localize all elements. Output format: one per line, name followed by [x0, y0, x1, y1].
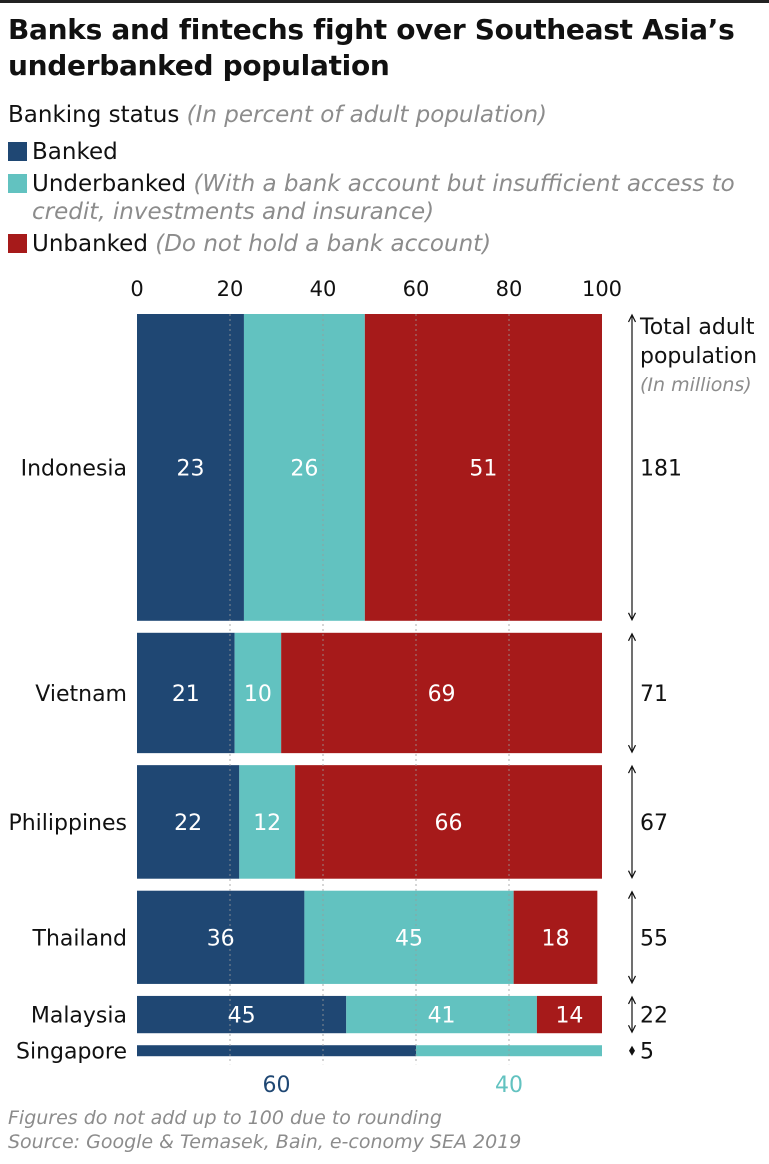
population-value-vietnam: 71: [640, 682, 668, 707]
subtitle-note: (In percent of adult population): [186, 102, 548, 128]
value-label-thailand-underbanked: 45: [395, 926, 423, 951]
bar-vietnam-underbanked: [234, 632, 282, 754]
value-label-malaysia-underbanked: 41: [428, 1004, 456, 1029]
bracket-arrow-top-philippines: [627, 764, 637, 774]
value-label-thailand-banked: 36: [207, 926, 235, 951]
category-label-indonesia: Indonesia: [21, 456, 127, 481]
x-tick-label-1: 20: [217, 277, 244, 301]
legend-swatch-unbanked: [8, 234, 27, 253]
bar-malaysia-unbanked: [536, 995, 602, 1034]
value-label-malaysia-unbanked: 14: [555, 1004, 583, 1029]
legend: Banked Underbanked (With a bank account …: [8, 138, 748, 262]
category-label-philippines: Philippines: [8, 811, 127, 836]
legend-label-banked: Banked: [32, 139, 118, 165]
x-tick-label-0: 0: [130, 277, 143, 301]
bracket-arrow-bottom-thailand: [627, 975, 637, 985]
legend-item-underbanked: Underbanked (With a bank account but ins…: [8, 170, 748, 226]
bar-philippines-underbanked: [239, 765, 296, 879]
bracket-arrow-top-malaysia: [627, 995, 637, 1005]
right-header-note: (In millions): [640, 374, 752, 396]
bar-indonesia-banked: [137, 314, 244, 621]
x-tick-label-3: 60: [403, 277, 430, 301]
top-rule: [0, 0, 769, 3]
value-label-philippines-banked: 22: [174, 811, 202, 836]
bar-vietnam-unbanked: [281, 632, 602, 754]
value-label-philippines-unbanked: 66: [435, 811, 463, 836]
value-label-vietnam-banked: 21: [172, 682, 200, 707]
legend-note-unbanked: (Do not hold a bank account): [155, 231, 492, 257]
bracket-arrow-bottom-malaysia: [627, 1024, 637, 1034]
value-label-indonesia-unbanked: 51: [469, 456, 497, 481]
value-label-thailand-unbanked: 18: [542, 926, 570, 951]
legend-note-underbanked: (With a bank account but insufficient ac…: [32, 171, 735, 225]
value-label-malaysia-banked: 45: [228, 1004, 256, 1029]
bar-malaysia-underbanked: [346, 995, 537, 1034]
category-label-thailand: Thailand: [32, 926, 127, 951]
legend-item-unbanked: Unbanked (Do not hold a bank account): [8, 230, 748, 258]
population-marker-singapore: [629, 1045, 635, 1056]
legend-label-underbanked: Underbanked: [32, 171, 187, 197]
x-tick-label-5: 100: [582, 277, 622, 301]
bar-philippines-banked: [137, 765, 240, 879]
bar-malaysia-banked: [137, 995, 347, 1034]
legend-swatch-banked: [8, 142, 27, 161]
value-label-indonesia-banked: 23: [176, 456, 204, 481]
population-value-philippines: 67: [640, 811, 668, 836]
value-label-philippines-underbanked: 12: [253, 811, 281, 836]
bar-thailand-unbanked: [513, 890, 598, 984]
category-label-vietnam: Vietnam: [35, 682, 127, 707]
chart-subtitle: Banking status (In percent of adult popu…: [8, 100, 547, 130]
subtitle-text: Banking status: [8, 102, 180, 128]
value-label-vietnam-unbanked: 69: [428, 682, 456, 707]
legend-label-unbanked: Unbanked: [32, 231, 148, 257]
bracket-arrow-bottom-vietnam: [627, 744, 637, 754]
footnote-source: Source: Google & Temasek, Bain, e-conomy…: [8, 1131, 522, 1153]
bar-indonesia-unbanked: [364, 314, 602, 621]
bar-philippines-unbanked: [295, 765, 602, 879]
bar-thailand-underbanked: [304, 890, 514, 984]
legend-item-banked: Banked: [8, 138, 748, 166]
bar-thailand-banked: [137, 890, 305, 984]
bracket-arrow-top-indonesia: [627, 313, 637, 323]
right-header-line1: Total adult: [639, 315, 755, 340]
population-value-indonesia: 181: [640, 456, 682, 481]
bar-vietnam-banked: [137, 632, 235, 754]
bracket-arrow-top-vietnam: [627, 632, 637, 642]
value-label-singapore-banked: 60: [263, 1073, 291, 1098]
chart-title: Banks and fintechs fight over Southeast …: [8, 13, 735, 82]
right-header-line2: population: [640, 344, 757, 369]
population-value-thailand: 55: [640, 926, 668, 951]
footnotes: Figures do not add up to 100 due to roun…: [8, 1106, 521, 1154]
category-label-malaysia: Malaysia: [31, 1004, 127, 1029]
footnote-rounding: Figures do not add up to 100 due to roun…: [8, 1107, 442, 1129]
bar-indonesia-underbanked: [243, 314, 365, 621]
bracket-arrow-bottom-indonesia: [627, 612, 637, 622]
value-label-singapore-underbanked: 40: [495, 1073, 523, 1098]
x-tick-label-2: 40: [310, 277, 337, 301]
population-value-singapore: 5: [640, 1040, 654, 1065]
bar-singapore-banked: [137, 1045, 416, 1057]
population-value-malaysia: 22: [640, 1004, 668, 1029]
bracket-arrow-bottom-philippines: [627, 870, 637, 880]
value-label-vietnam-underbanked: 10: [244, 682, 272, 707]
x-tick-label-4: 80: [496, 277, 523, 301]
legend-swatch-underbanked: [8, 174, 27, 193]
value-label-indonesia-underbanked: 26: [290, 456, 318, 481]
bracket-arrow-top-thailand: [627, 890, 637, 899]
category-label-singapore: Singapore: [16, 1040, 127, 1065]
